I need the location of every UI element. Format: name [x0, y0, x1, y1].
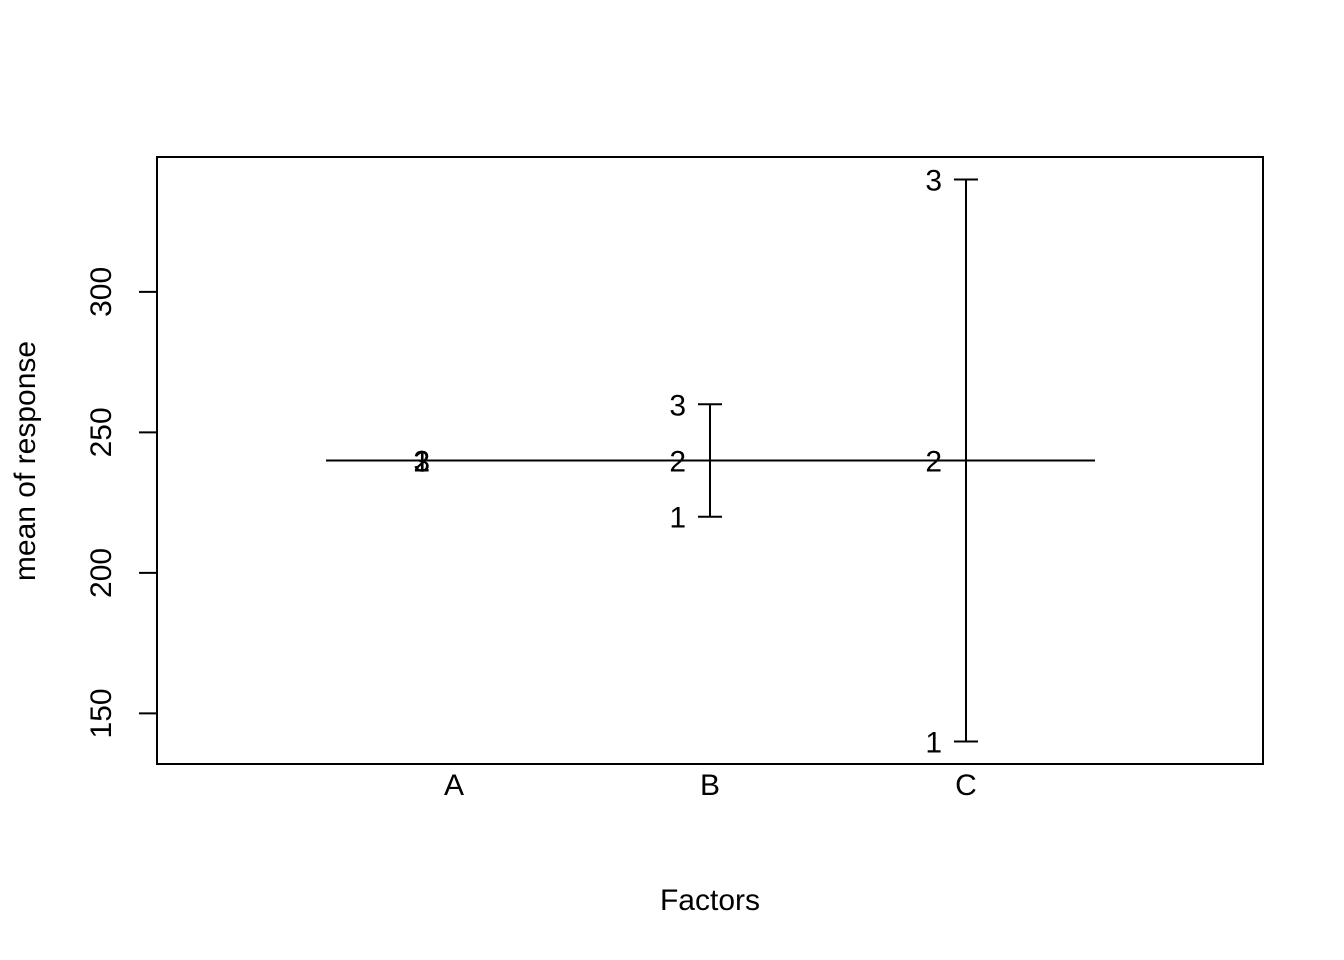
level-mean-label: 1: [669, 502, 686, 535]
level-mean-label: 2: [413, 446, 430, 479]
y-axis: 150 200 250 300: [85, 267, 157, 738]
level-mean-label: 3: [669, 389, 686, 422]
y-tick-label: 150: [85, 688, 118, 738]
level-mean-label: 3: [925, 164, 942, 197]
x-axis-title: Factors: [660, 884, 760, 917]
x-category-label: B: [700, 769, 720, 802]
level-mean-label: 2: [925, 446, 942, 479]
level-mean-label: 1: [925, 727, 942, 760]
x-category-label: A: [444, 769, 464, 802]
plot-frame: [156, 156, 1264, 765]
level-mean-label: 2: [669, 446, 686, 479]
x-category-label: C: [955, 769, 977, 802]
y-tick-label: 250: [85, 407, 118, 457]
y-tick-label: 200: [85, 548, 118, 598]
level-mean-label: 1: [413, 446, 430, 479]
level-mean-label: 3: [413, 446, 430, 479]
x-axis: A B C: [444, 769, 977, 802]
y-axis-title: mean of response: [9, 341, 42, 581]
y-tick-label: 300: [85, 267, 118, 317]
